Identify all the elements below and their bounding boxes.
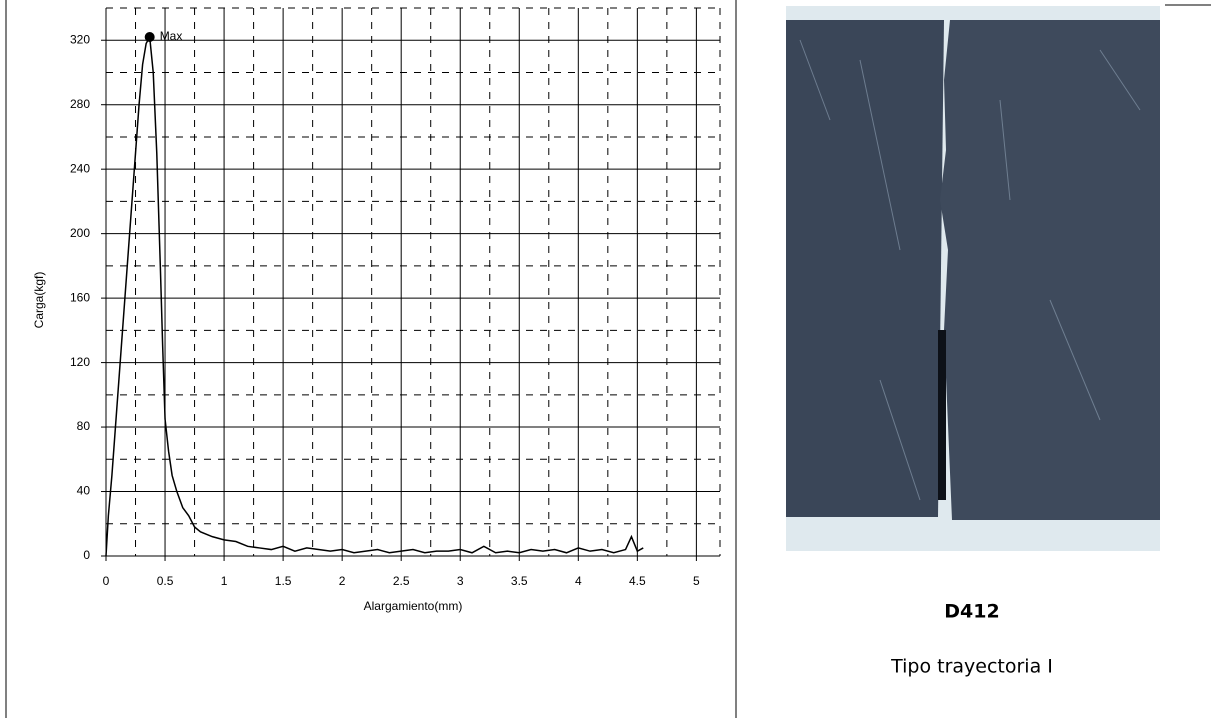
caption-code: D412 [944, 601, 999, 623]
y-axis-label: Carga(kgf) [32, 272, 46, 329]
x-tick-label: 3 [457, 574, 464, 588]
caption-text: Tipo trayectoria I [890, 656, 1053, 678]
y-tick-label: 80 [77, 419, 91, 433]
x-tick-label: 0 [103, 574, 110, 588]
annotation: Max [160, 29, 183, 43]
x-tick-label: 5 [693, 574, 700, 588]
x-tick-label: 0.5 [157, 574, 174, 588]
x-tick-label: 4 [575, 574, 582, 588]
x-tick-label: 1.5 [275, 574, 292, 588]
y-tick-label: 200 [70, 226, 90, 240]
x-tick-label: 1 [221, 574, 228, 588]
x-tick-label: 2 [339, 574, 346, 588]
y-tick-label: 40 [77, 484, 91, 498]
y-tick-label: 280 [70, 97, 90, 111]
x-tick-label: 3.5 [511, 574, 528, 588]
y-tick-label: 0 [83, 548, 90, 562]
data-line [105, 34, 644, 557]
y-tick-label: 160 [70, 290, 90, 304]
x-axis-label: Alargamiento(mm) [364, 599, 463, 613]
photo [786, 6, 1160, 551]
y-tick-label: 120 [70, 355, 90, 369]
x-tick-label: 4.5 [629, 574, 646, 588]
max-marker [144, 32, 155, 43]
y-tick-label: 240 [70, 161, 90, 175]
x-tick-label: 2.5 [393, 574, 410, 588]
y-tick-label: 320 [70, 32, 90, 46]
